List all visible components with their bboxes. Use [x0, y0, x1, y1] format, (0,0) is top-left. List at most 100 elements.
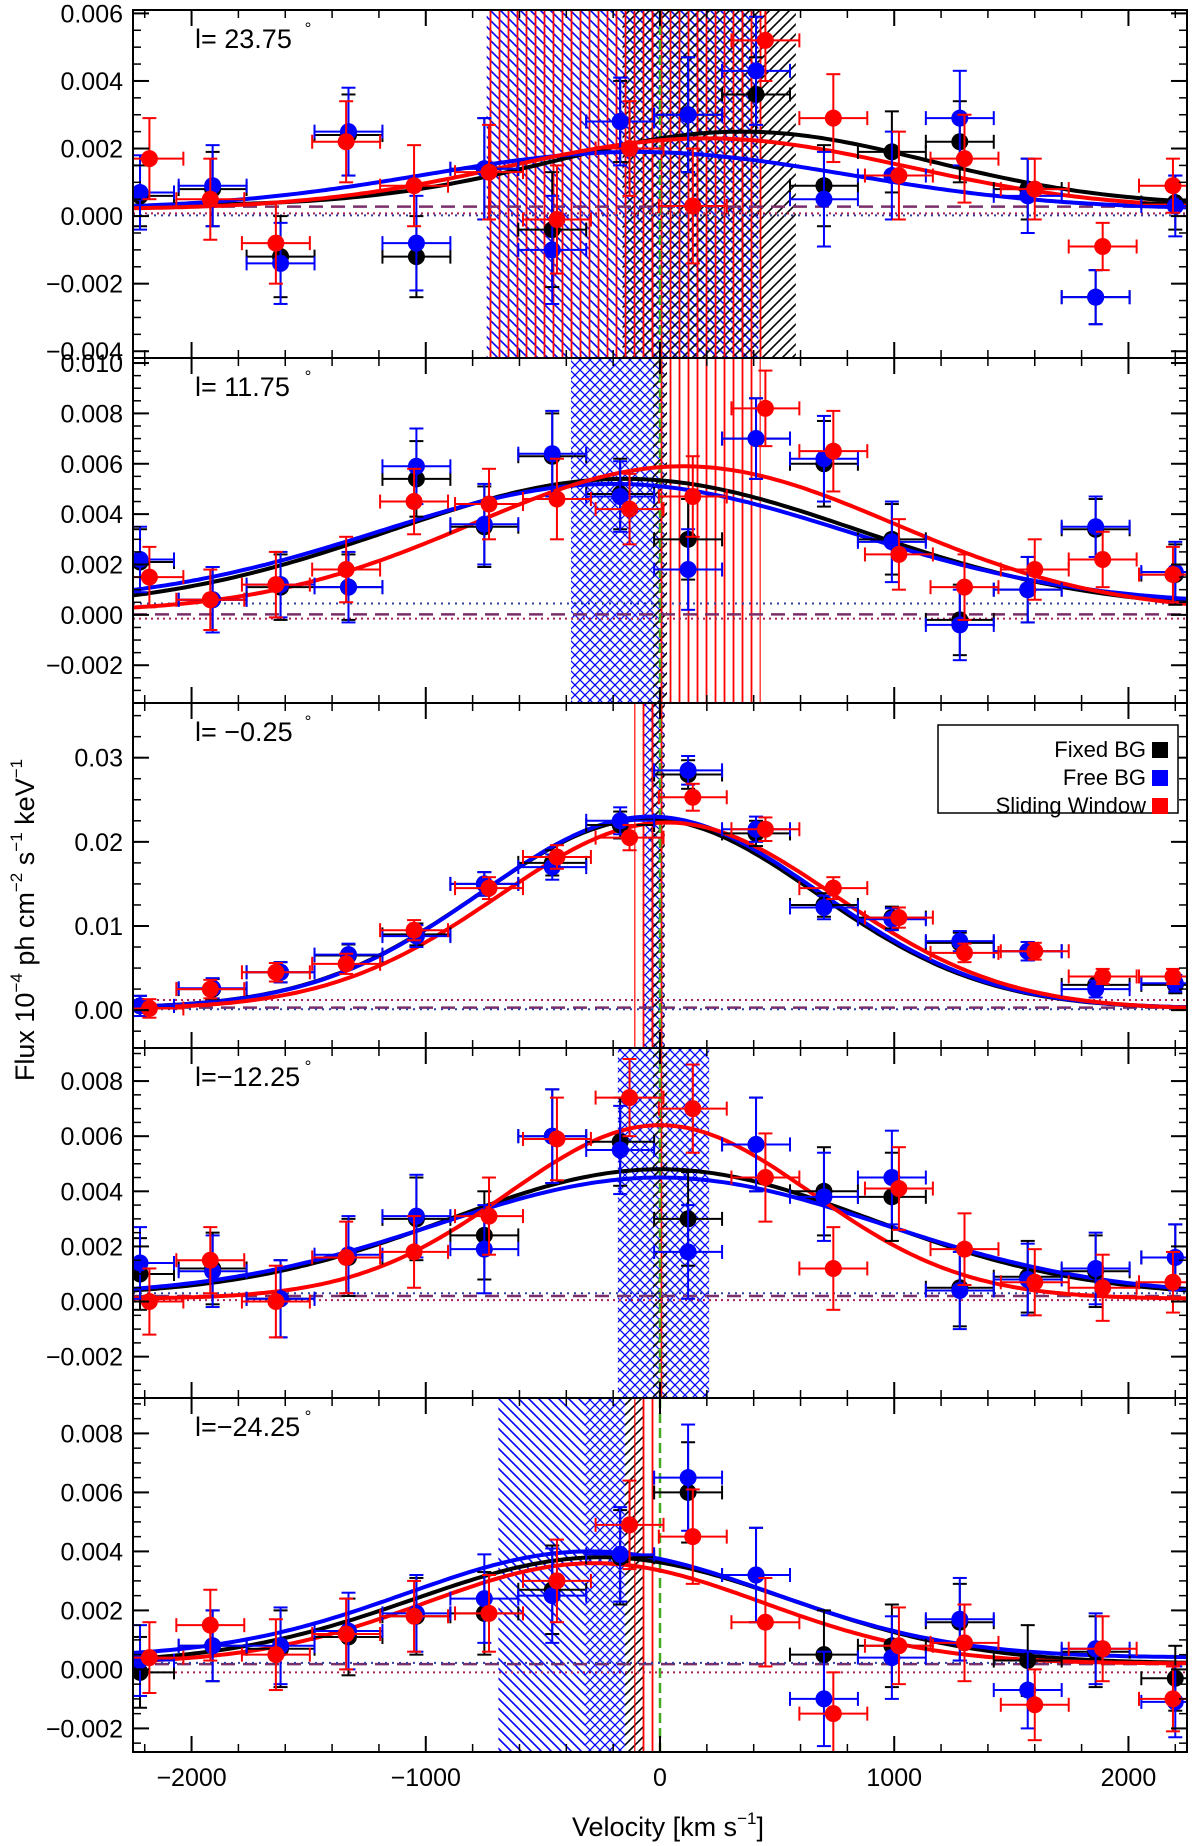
- marker: [824, 879, 842, 897]
- panel-4: −0.002 0.000 0.002 0.004 0.006 0.008 l=−12.25 °: [46, 1047, 1188, 1399]
- data-point: [240, 1618, 311, 1692]
- panel-plot-area: [133, 10, 1187, 358]
- panel-label: l= 11.75: [195, 372, 290, 402]
- marker: [140, 1293, 158, 1311]
- panel-plot-area: [133, 703, 1187, 1048]
- data-point: [133, 1267, 185, 1336]
- marker: [337, 1625, 355, 1643]
- data-point: [175, 978, 246, 1000]
- y-tick-label: 0.002: [60, 551, 123, 579]
- marker: [1019, 1681, 1037, 1699]
- panel-plot-area: [133, 1398, 1187, 1752]
- data-point: [653, 1204, 724, 1300]
- series-sliding-window: [133, 10, 1187, 285]
- data-point: [1137, 967, 1187, 986]
- data-point: [1067, 1615, 1138, 1683]
- panel-3: 0.00 0.01 0.02 0.03 l= −0.25 ° Fixed BG Free BG…: [74, 702, 1188, 1049]
- marker: [824, 109, 842, 127]
- data-point: [788, 1151, 859, 1242]
- marker: [201, 980, 219, 998]
- marker: [267, 963, 285, 981]
- y-tick-label: 0.00: [74, 997, 123, 1025]
- data-point: [657, 1488, 728, 1585]
- data-point: [657, 147, 728, 265]
- marker: [684, 788, 702, 806]
- data-point: [521, 1538, 592, 1624]
- marker: [756, 1169, 774, 1187]
- data-point: [311, 535, 382, 604]
- y-tick-label: 0.03: [74, 745, 123, 773]
- marker: [747, 1566, 765, 1584]
- marker: [955, 578, 973, 596]
- legend-swatch: [1152, 770, 1168, 786]
- data-point: [240, 962, 311, 983]
- data-point: [1060, 495, 1131, 558]
- marker: [679, 1243, 697, 1261]
- y-tick-label: 0.000: [60, 203, 123, 231]
- marker: [201, 1251, 219, 1269]
- data-point: [1067, 1253, 1138, 1322]
- data-point: [730, 816, 801, 842]
- data-point: [1060, 1231, 1131, 1306]
- data-point: [730, 1576, 801, 1668]
- marker: [890, 545, 908, 563]
- marker: [1094, 1279, 1112, 1297]
- marker: [201, 1616, 219, 1634]
- data-point: [454, 123, 524, 221]
- data-point: [1067, 530, 1138, 589]
- fit-curve-free-bg: [133, 1549, 1187, 1660]
- data-point: [992, 157, 1063, 234]
- marker: [1087, 1259, 1105, 1277]
- marker: [272, 254, 290, 272]
- data-point: [1060, 979, 1131, 999]
- marker: [407, 234, 425, 252]
- data-point: [798, 409, 869, 493]
- data-point: [721, 1096, 791, 1193]
- y-tick-label: 0.02: [74, 829, 123, 857]
- marker: [684, 488, 702, 506]
- marker: [405, 1243, 423, 1261]
- marker: [679, 106, 697, 124]
- marker: [337, 1248, 355, 1266]
- y-tick-label: 0.004: [60, 68, 123, 96]
- data-point: [521, 164, 592, 275]
- y-tick-label: 0.000: [60, 1656, 123, 1684]
- y-axis-label-exp1: −4: [7, 973, 26, 992]
- data-point: [1137, 1665, 1187, 1733]
- marker: [955, 1240, 973, 1258]
- panel-label: l=−12.25: [195, 1062, 300, 1092]
- data-point: [856, 1615, 927, 1700]
- marker: [140, 150, 158, 168]
- data-point: [177, 1609, 248, 1683]
- data-point: [863, 1146, 934, 1231]
- data-point: [133, 1226, 175, 1300]
- data-point: [924, 588, 995, 662]
- marker: [201, 591, 219, 609]
- data-point: [929, 113, 1000, 204]
- data-point: [798, 1226, 869, 1311]
- y-tick-label: 0.006: [60, 1479, 123, 1507]
- data-point: [992, 1650, 1063, 1730]
- data-point: [798, 876, 869, 901]
- data-point: [721, 397, 791, 480]
- marker: [140, 1649, 158, 1667]
- marker: [611, 1545, 629, 1563]
- data-point: [585, 460, 656, 533]
- data-point: [585, 76, 656, 167]
- x-tick-label: −2000: [156, 1764, 226, 1792]
- marker: [756, 399, 774, 417]
- marker: [824, 1705, 842, 1723]
- marker: [951, 1282, 969, 1300]
- marker: [1026, 1696, 1044, 1714]
- data-point: [657, 455, 728, 538]
- marker: [548, 210, 566, 228]
- marker: [475, 515, 493, 533]
- data-point: [788, 150, 859, 248]
- y-tick-label: 0.002: [60, 136, 123, 164]
- marker: [756, 1613, 774, 1631]
- data-point: [245, 221, 316, 305]
- data-point: [240, 1264, 311, 1339]
- marker: [1164, 177, 1182, 195]
- panel-label-degree: °: [305, 1057, 312, 1076]
- hatched-band-3: [634, 703, 668, 1048]
